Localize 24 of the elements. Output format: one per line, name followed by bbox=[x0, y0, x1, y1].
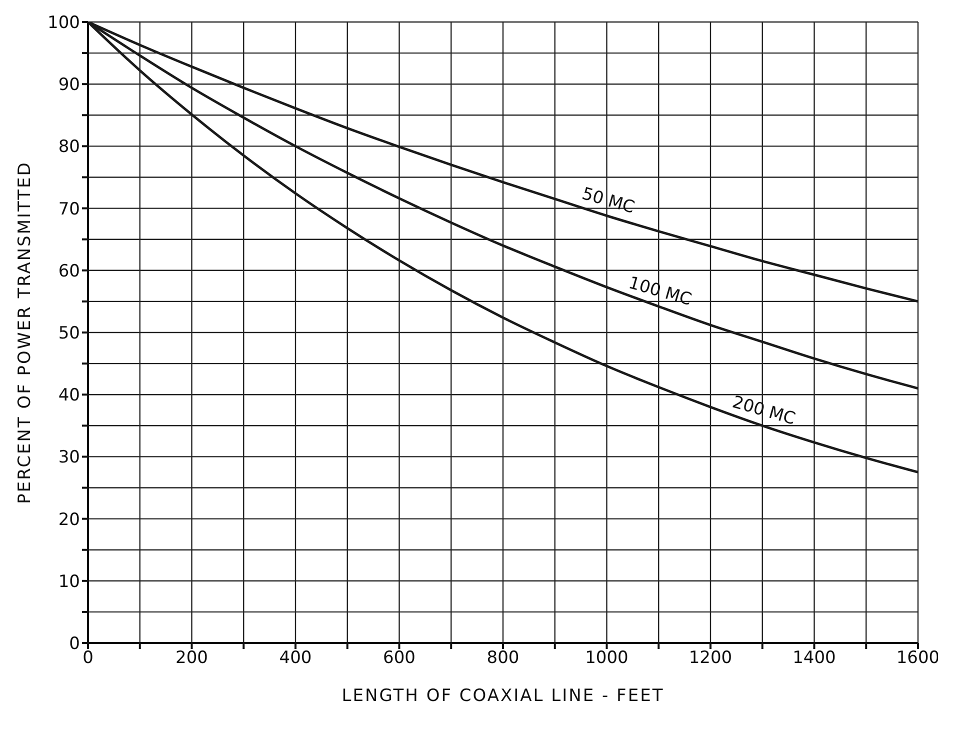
x-tick-label: 400 bbox=[279, 648, 312, 668]
y-tick-label: 10 bbox=[58, 572, 80, 592]
y-tick-label: 50 bbox=[58, 324, 80, 344]
y-tick-label: 90 bbox=[58, 75, 80, 96]
x-tick-label: 1000 bbox=[585, 648, 628, 668]
y-axis-title: PERCENT OF POWER TRANSMITTED bbox=[15, 161, 36, 504]
y-tick-label: 20 bbox=[58, 510, 80, 530]
x-tick-label: 0 bbox=[82, 648, 94, 668]
y-tick-label: 30 bbox=[58, 448, 80, 468]
text: 200 MC bbox=[730, 392, 798, 430]
y-tick-label: 100 bbox=[48, 13, 80, 34]
x-tick-label: 1200 bbox=[688, 648, 732, 668]
text: 50 MC bbox=[580, 184, 637, 218]
x-tick-label: 1400 bbox=[792, 648, 836, 668]
x-tick-label: 200 bbox=[176, 648, 208, 668]
x-tick-label: 600 bbox=[383, 648, 416, 668]
y-tick-label: 80 bbox=[58, 137, 80, 158]
text: 100 MC bbox=[626, 273, 694, 310]
x-tick-label: 800 bbox=[486, 648, 520, 668]
y-tick-label: 60 bbox=[58, 261, 80, 282]
y-tick-label: 70 bbox=[58, 199, 80, 220]
x-axis-title: LENGTH OF COAXIAL LINE - FEET bbox=[342, 686, 664, 706]
y-tick-label: 0 bbox=[69, 634, 80, 654]
y-tick-label: 40 bbox=[58, 386, 80, 406]
